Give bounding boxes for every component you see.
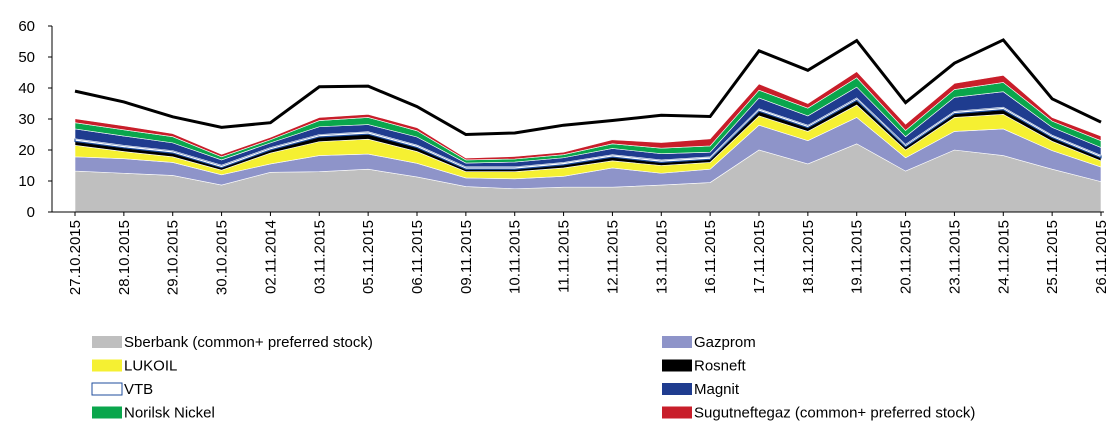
legend-label: Norilsk Nickel [124, 405, 215, 422]
legend-swatch [92, 336, 122, 348]
x-tick-label: 12.11.2015 [604, 220, 621, 294]
legend-swatch [662, 383, 692, 395]
x-tick-label: 16.11.2015 [702, 220, 719, 294]
x-tick-label: 28.10.2015 [116, 220, 133, 295]
legend-swatch [662, 359, 692, 372]
x-tick-label: 05.11.2015 [360, 220, 377, 294]
y-tick-label: 0 [27, 204, 35, 221]
x-tick-label: 19.11.2015 [849, 220, 866, 294]
x-tick-label: 23.11.2015 [946, 220, 963, 294]
x-tick-label: 17.11.2015 [751, 220, 768, 294]
x-tick-label: 11.11.2015 [556, 220, 573, 293]
x-tick-label: 26.11.2015 [1093, 220, 1110, 294]
y-tick-label: 30 [18, 111, 35, 128]
legend-label: Gazprom [694, 334, 756, 351]
total-line [74, 38, 1102, 137]
x-tick-label: 24.11.2015 [995, 220, 1012, 294]
x-tick-label: 18.11.2015 [800, 220, 817, 294]
x-tick-label: 27.10.2015 [67, 220, 84, 295]
x-tick-label: 09.11.2015 [458, 220, 475, 294]
legend-swatch [92, 406, 122, 419]
x-tick-label: 25.11.2015 [1044, 220, 1061, 294]
x-tick-label: 10.11.2015 [507, 220, 524, 294]
x-tick-label: 02.11.2014 [262, 220, 279, 294]
x-tick-label: 29.10.2015 [165, 220, 182, 295]
y-tick-label: 60 [18, 18, 35, 35]
x-tick-label: 03.11.2015 [311, 220, 328, 294]
x-tick-label: 20.11.2015 [898, 220, 915, 294]
y-tick-label: 40 [18, 80, 35, 97]
legend-label: LUKOIL [124, 358, 177, 375]
legend-swatch [91, 382, 123, 396]
legend-swatch [662, 406, 692, 419]
y-tick-label: 10 [18, 173, 35, 190]
x-tick-label: 13.11.2015 [653, 220, 670, 294]
legend-swatch [662, 336, 692, 348]
legend-label: Sberbank (common+ preferred stock) [124, 334, 373, 351]
x-tick-label: 06.11.2015 [409, 220, 426, 294]
legend-label: Sugutneftegaz (common+ preferred stock) [694, 405, 975, 422]
legend-swatch [92, 359, 122, 372]
legend-label: VTB [124, 381, 153, 398]
y-tick-label: 50 [18, 49, 35, 66]
legend-label: Rosneft [694, 358, 747, 375]
y-tick-label: 20 [18, 142, 35, 159]
area [74, 71, 1102, 161]
legend-label: Magnit [694, 381, 740, 398]
x-tick-label: 30.10.2015 [214, 220, 231, 295]
